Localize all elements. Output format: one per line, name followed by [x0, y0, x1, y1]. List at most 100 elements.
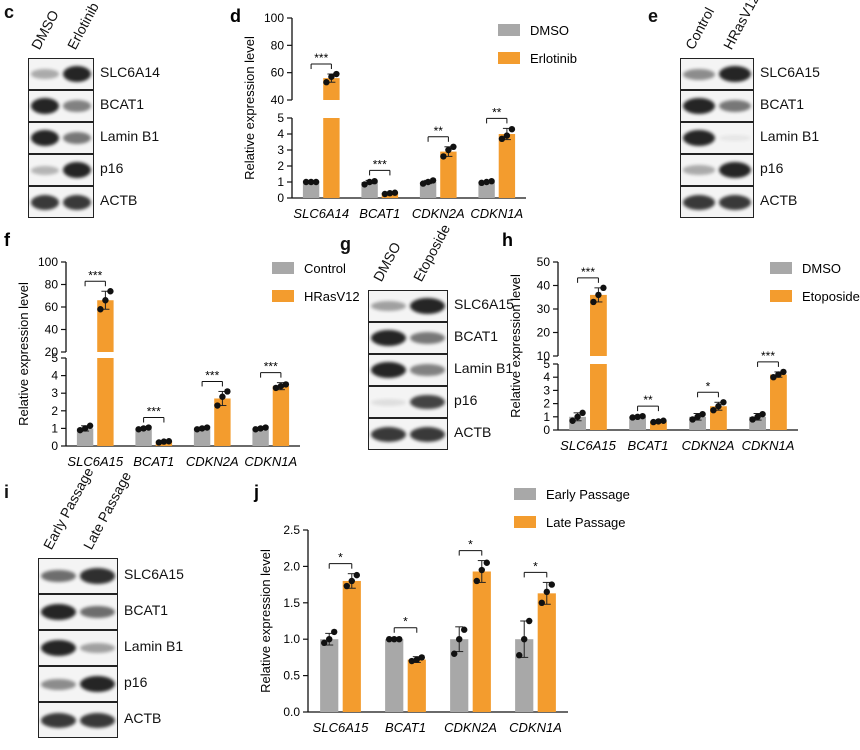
significance-label: *** — [147, 405, 161, 419]
significance-label: *** — [761, 349, 775, 363]
y-tick-label: 80 — [271, 38, 285, 52]
data-point — [140, 425, 147, 432]
y-tick-label: 50 — [537, 255, 551, 269]
x-tick-label: BCAT1 — [385, 720, 426, 735]
data-point — [348, 577, 355, 585]
bar-chart-d: d 0 1 2 3 4 5 40 60 80 100 Relative expression leve… — [230, 6, 577, 221]
data-point — [391, 189, 399, 196]
data-point — [408, 657, 415, 665]
data-point — [595, 291, 602, 299]
data-point — [483, 559, 490, 566]
data-point — [694, 413, 701, 420]
data-point — [754, 413, 761, 420]
data-point — [639, 412, 646, 420]
y-tick-label: 100 — [264, 11, 284, 25]
data-point — [660, 417, 667, 424]
data-point — [488, 178, 495, 185]
data-point — [312, 178, 320, 186]
legend-swatch — [770, 262, 792, 274]
x-tick-label: CDKN1A — [244, 454, 297, 468]
data-point — [386, 636, 393, 643]
data-point — [219, 393, 226, 400]
blot-row-p16 — [680, 154, 754, 186]
data-point — [145, 424, 152, 431]
legend-label: DMSO — [802, 261, 841, 276]
data-point — [282, 381, 290, 388]
band — [371, 301, 406, 311]
x-tick-label: SLC6A14 — [293, 206, 349, 221]
bar-slc6a14-0 — [302, 182, 320, 198]
bar-slc6a15-1 — [342, 580, 361, 712]
bar-bcat1-0 — [135, 428, 152, 446]
data-point — [483, 178, 490, 186]
data-point — [715, 403, 722, 410]
blot-row-label: p16 — [760, 160, 784, 176]
band — [63, 100, 91, 112]
data-point — [710, 407, 717, 414]
y-tick-label: 1 — [543, 410, 550, 424]
lane-header-erlotinib: Erlotinib — [63, 0, 102, 52]
blot-row-label: BCAT1 — [760, 96, 805, 112]
significance-label: *** — [205, 368, 219, 382]
significance-label: ** — [434, 124, 444, 138]
y-tick-label: 0 — [543, 423, 550, 437]
data-point — [579, 409, 586, 417]
data-point — [775, 371, 782, 378]
data-point — [478, 566, 485, 574]
x-tick-label: CDKN2A — [444, 720, 497, 735]
y-tick-label: 1 — [51, 421, 58, 435]
data-point — [548, 581, 555, 588]
y-tick-label: 5 — [277, 111, 284, 125]
bar-cdkn2a-0 — [193, 428, 211, 446]
data-point — [321, 639, 328, 647]
band — [371, 330, 406, 346]
data-point — [107, 288, 114, 295]
bar-chart-f: f 0 1 2 3 4 520 40 60 80 100 Relative expression le… — [4, 232, 360, 468]
band — [80, 568, 115, 584]
data-point — [770, 374, 777, 381]
data-point — [538, 599, 545, 606]
data-point — [277, 382, 285, 390]
x-tick-label: SLC6A15 — [560, 438, 616, 453]
y-tick-label: 40 — [537, 279, 551, 293]
band — [410, 394, 445, 410]
lane-header-etoposide: Etoposide — [409, 221, 454, 284]
y-axis-label: Relative expression level — [508, 274, 523, 418]
band — [31, 165, 59, 175]
blot-row-label: SLC6A14 — [100, 64, 160, 80]
band — [683, 130, 715, 146]
legend-label: Erlotinib — [530, 51, 577, 66]
band — [683, 194, 715, 210]
panel-label-f: f — [4, 232, 11, 250]
significance-label: *** — [88, 268, 102, 282]
y-tick-label: 4 — [543, 370, 550, 384]
bar-bcat1-0 — [385, 639, 404, 712]
band — [719, 100, 751, 112]
band — [31, 130, 59, 146]
data-point — [193, 426, 201, 433]
panel-label-i: i — [4, 482, 10, 502]
blot-row-label: ACTB — [100, 192, 138, 208]
blot-row-label: ACTB — [760, 192, 798, 208]
y-tick-label: 1.0 — [283, 632, 300, 646]
data-point — [76, 426, 84, 434]
data-point — [429, 177, 437, 184]
data-point — [257, 425, 264, 432]
band — [63, 194, 91, 210]
y-tick-label: 5 — [543, 357, 550, 371]
band — [410, 364, 445, 376]
panel-label-g: g — [340, 234, 351, 254]
axis-break-gap — [96, 352, 115, 358]
data-point — [498, 135, 506, 142]
data-point — [720, 399, 727, 406]
bar-cdkn1a-1 — [770, 374, 787, 430]
band — [410, 332, 445, 344]
data-point — [450, 143, 457, 150]
band — [683, 98, 715, 114]
blot-row-label: SLC6A15 — [124, 566, 184, 582]
data-point — [326, 636, 333, 643]
band — [683, 165, 715, 175]
bar-slc6a14-1 — [323, 78, 340, 198]
y-axis-label: Relative expression level — [242, 36, 257, 180]
western-blot-e: Control HRasV12 SLC6A15 BCAT1 Lamin B1 p16 ACT… — [680, 0, 850, 220]
